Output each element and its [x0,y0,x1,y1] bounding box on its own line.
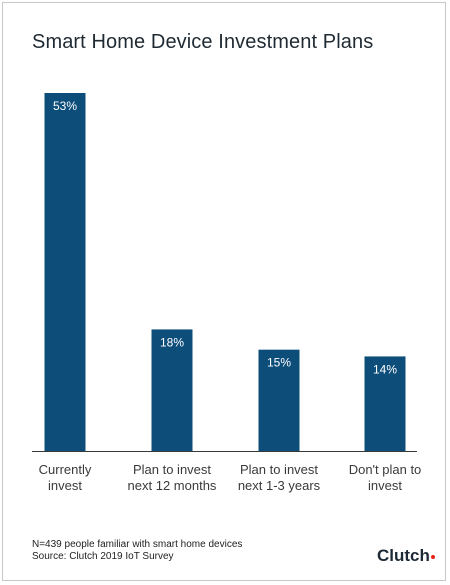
bar-value-label: 53% [53,99,77,113]
bar [258,349,300,451]
sample-size-note: N=439 people familiar with smart home de… [32,539,243,550]
bar [151,329,193,451]
bar [44,93,86,451]
logo-dot [430,555,435,559]
x-tick-label: next 12 months [128,478,217,493]
bar-value-label: 14% [373,362,397,376]
x-tick-label: Plan to invest [133,462,211,477]
x-tick-label: Currently [39,462,92,477]
x-tick-label: Plan to invest [240,462,318,477]
x-tick-label: Don't plan to [349,462,422,477]
bar [364,356,406,451]
footnote: N=439 people familiar with smart home de… [32,539,242,563]
clutch-logo: Clutch [377,546,435,566]
x-tick-label: invest [48,478,82,493]
bar-value-label: 15% [267,356,291,370]
bar-value-label: 18% [160,335,184,349]
source-note: Source: Clutch 2019 IoT Survey [32,551,174,562]
x-tick-label: invest [368,478,402,493]
x-tick-label: next 1-3 years [238,478,321,493]
chart-title: Smart Home Device Investment Plans [32,31,374,53]
logo-text: Clutch [377,546,430,565]
